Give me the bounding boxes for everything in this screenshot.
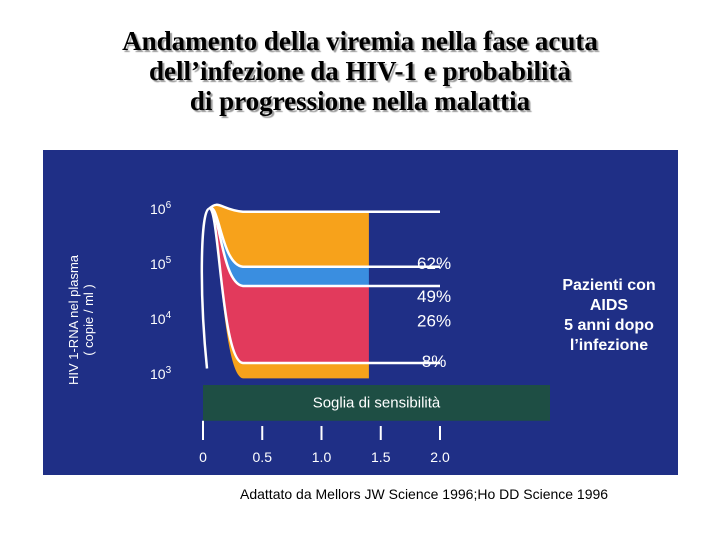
setpoint-line: [207, 207, 440, 365]
title-line: Andamento della viremia nella fase acuta: [122, 26, 598, 56]
title-line: di progressione nella malattia: [189, 86, 531, 116]
percent-label: 26%: [417, 312, 451, 331]
x-tick-label: 0.5: [253, 449, 273, 465]
threshold-band: [203, 385, 550, 421]
area-band-49: [208, 207, 369, 286]
x-tick-label: 1.0: [312, 449, 332, 465]
percent-label: 49%: [417, 287, 451, 306]
source-citation: Adattato da Mellors JW Science 1996;Ho D…: [240, 486, 609, 502]
x-tick-label: 1.5: [371, 449, 391, 465]
threshold-label: Soglia di sensibilità: [313, 395, 441, 412]
title-line: dell’infezione da HIV-1 e probabilità: [148, 56, 571, 86]
y-tick-label: 104: [150, 310, 172, 327]
y-axis-label-line: ( copie / ml ): [81, 284, 96, 356]
peak-rise-line: [200, 207, 211, 369]
y-tick-label: 103: [150, 365, 172, 382]
chart-title: Andamento della viremia nella fase acuta…: [40, 26, 680, 116]
x-tick-label: 2.0: [430, 449, 450, 465]
aids-annotation: Pazienti con AIDS 5 anni dopo l’infezione: [562, 277, 655, 354]
percent-label: 62%: [417, 254, 451, 273]
setpoint-line: [208, 203, 440, 213]
x-tick-label: 0: [199, 449, 207, 465]
area-band-62: [208, 204, 369, 267]
y-axis-label-line: HIV 1-RNA nel plasma: [66, 254, 81, 386]
area-band-26: [208, 208, 369, 362]
y-axis-label-container: HIV 1-RNA nel plasma ( copie / ml ): [56, 200, 106, 440]
y-axis-label: HIV 1-RNA nel plasma ( copie / ml ): [66, 255, 96, 385]
percent-label: 8%: [422, 352, 447, 371]
y-tick-label: 105: [150, 255, 172, 272]
y-tick-label: 106: [150, 200, 172, 217]
